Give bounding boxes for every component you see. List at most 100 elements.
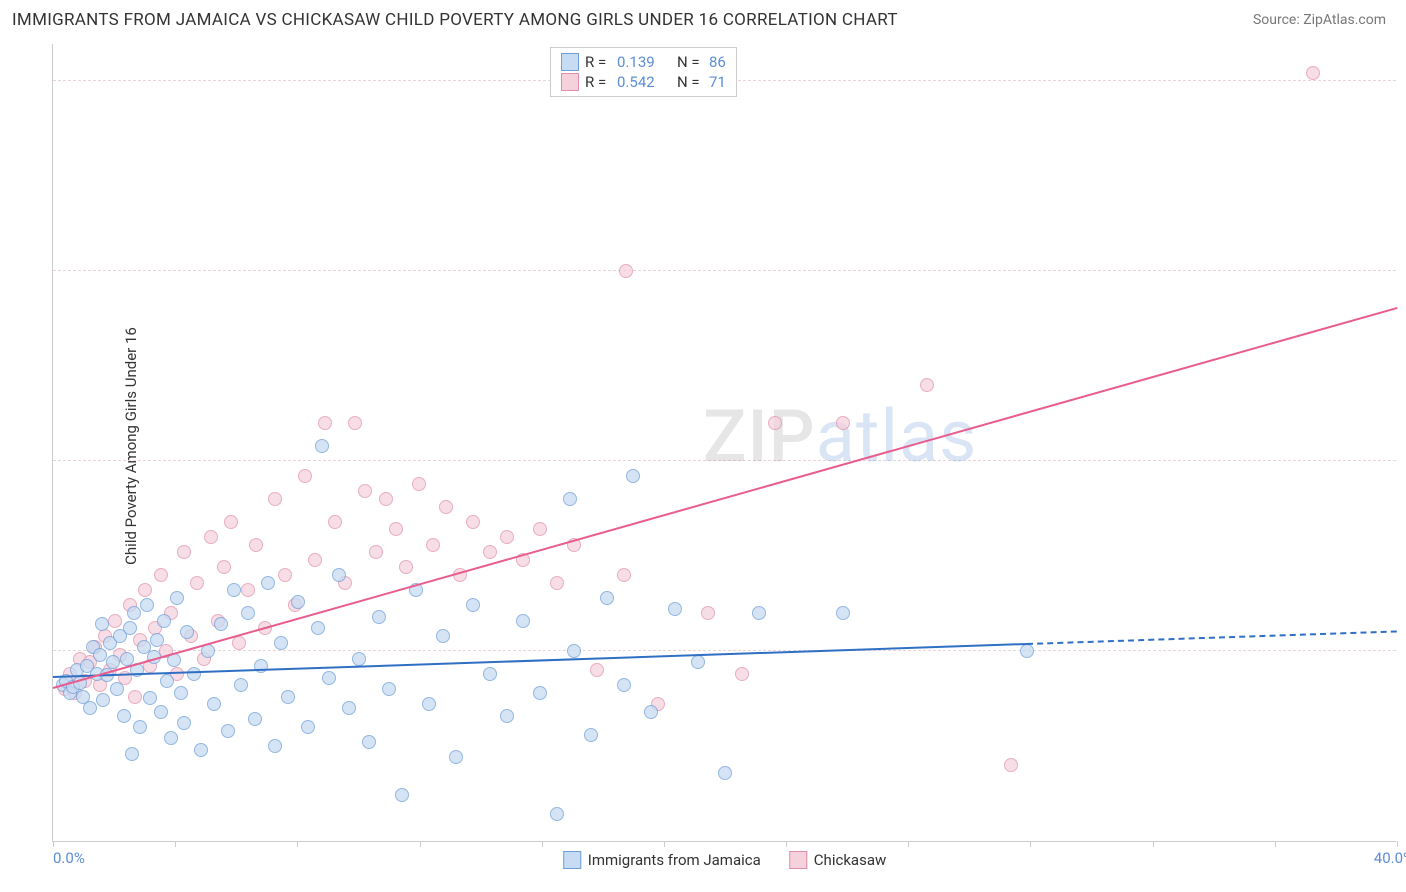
data-point (194, 743, 208, 757)
data-point (110, 682, 124, 696)
x-tick (1397, 841, 1398, 847)
data-point (550, 576, 564, 590)
legend-bottom: Immigrants from JamaicaChickasaw (563, 851, 887, 869)
data-point (207, 697, 221, 711)
data-point (315, 439, 329, 453)
data-point (332, 568, 346, 582)
data-point (232, 636, 246, 650)
data-point (268, 492, 282, 506)
chart-title: IMMIGRANTS FROM JAMAICA VS CHICKASAW CHI… (12, 10, 898, 30)
legend-swatch (789, 851, 807, 869)
data-point (701, 606, 715, 620)
data-point (291, 595, 305, 609)
data-point (617, 568, 631, 582)
data-point (483, 545, 497, 559)
data-point (125, 747, 139, 761)
data-point (735, 667, 749, 681)
data-point (626, 469, 640, 483)
data-point (691, 655, 705, 669)
x-axis-origin-label: 0.0% (53, 849, 85, 867)
data-point (322, 671, 336, 685)
data-point (154, 705, 168, 719)
data-point (426, 538, 440, 552)
data-point (439, 500, 453, 514)
data-point (379, 492, 393, 506)
data-point (399, 560, 413, 574)
data-point (128, 690, 142, 704)
x-tick (1153, 841, 1154, 847)
data-point (180, 625, 194, 639)
data-point (127, 606, 141, 620)
data-point (382, 682, 396, 696)
data-point (108, 614, 122, 628)
legend-r-label: R = (585, 53, 611, 71)
data-point (96, 693, 110, 707)
data-point (412, 477, 426, 491)
data-point (372, 610, 386, 624)
data-point (584, 728, 598, 742)
data-point (227, 583, 241, 597)
data-point (362, 735, 376, 749)
legend-r-label: R = (585, 73, 611, 91)
x-tick (297, 841, 298, 847)
x-tick (420, 841, 421, 847)
data-point (143, 691, 157, 705)
gridline (53, 270, 1396, 271)
data-point (342, 701, 356, 715)
data-point (836, 416, 850, 430)
data-point (920, 378, 934, 392)
data-point (1306, 66, 1320, 80)
gridline (53, 460, 1396, 461)
data-point (358, 484, 372, 498)
data-point (389, 522, 403, 536)
legend-n-value: 86 (709, 53, 726, 71)
gridline (53, 650, 1396, 651)
data-point (170, 591, 184, 605)
data-point (93, 648, 107, 662)
data-point (123, 621, 137, 635)
x-tick (1275, 841, 1276, 847)
data-point (619, 264, 633, 278)
data-point (752, 606, 766, 620)
data-point (449, 750, 463, 764)
data-point (563, 492, 577, 506)
data-point (154, 568, 168, 582)
data-point (268, 739, 282, 753)
data-point (422, 697, 436, 711)
data-point (117, 709, 131, 723)
data-point (590, 663, 604, 677)
data-point (483, 667, 497, 681)
data-point (164, 731, 178, 745)
data-point (248, 712, 262, 726)
data-point (83, 701, 97, 715)
data-point (278, 568, 292, 582)
data-point (836, 606, 850, 620)
legend-n-value: 71 (709, 73, 726, 91)
data-point (234, 678, 248, 692)
data-point (395, 788, 409, 802)
legend-n-label: N = (677, 53, 703, 71)
data-point (348, 416, 362, 430)
data-point (318, 416, 332, 430)
data-point (95, 617, 109, 631)
legend-series-name: Chickasaw (814, 851, 886, 869)
data-point (352, 652, 366, 666)
legend-r-value: 0.542 (617, 73, 671, 91)
data-point (600, 591, 614, 605)
data-point (217, 560, 231, 574)
data-point (187, 667, 201, 681)
source-label: Source: ZipAtlas.com (1253, 12, 1386, 28)
legend-n-label: N = (677, 73, 703, 91)
data-point (224, 515, 238, 529)
data-point (160, 674, 174, 688)
data-point (221, 724, 235, 738)
data-point (241, 606, 255, 620)
data-point (214, 617, 228, 631)
data-point (174, 686, 188, 700)
data-point (138, 583, 152, 597)
x-tick (175, 841, 176, 847)
legend-swatch (561, 53, 579, 71)
data-point (550, 807, 564, 821)
data-point (668, 602, 682, 616)
x-tick (908, 841, 909, 847)
